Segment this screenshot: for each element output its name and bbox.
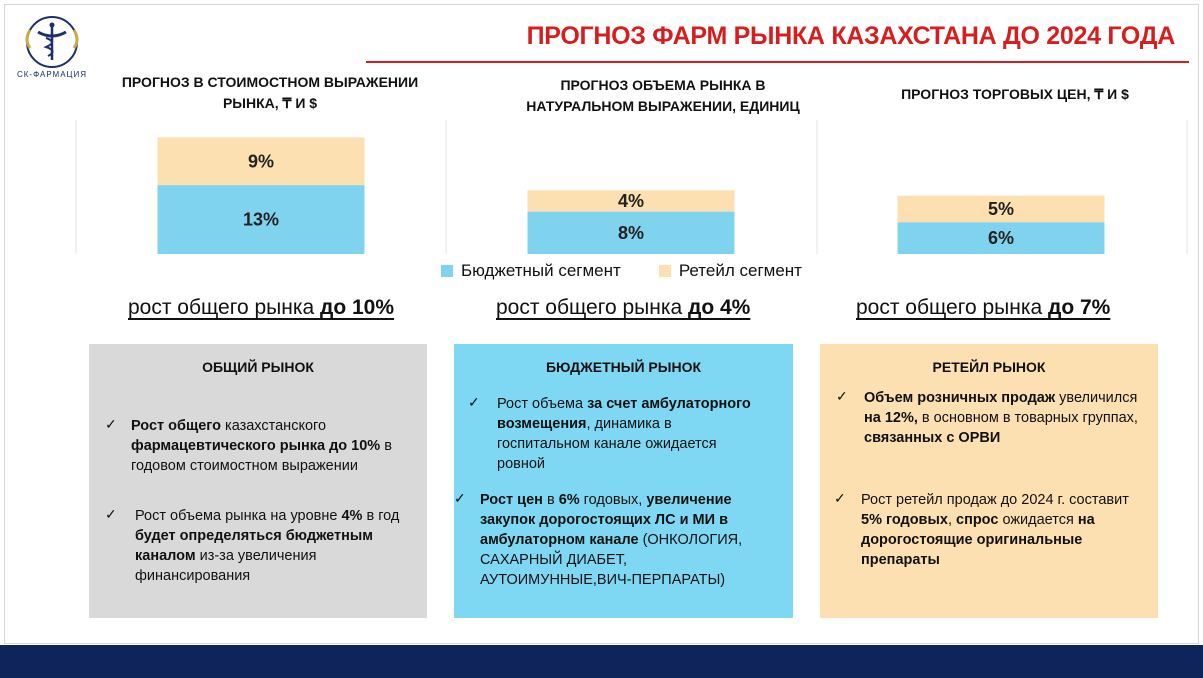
box-item: Рост ретейл продаж до 2024 г. составит 5… [861, 490, 1146, 570]
box-budget-market: БЮДЖЕТНЫЙ РЫНОК ✓ Рост объема за счет ам… [454, 344, 793, 618]
box-item: Рост объема за счет амбулаторного возмещ… [497, 394, 767, 474]
box-item: Рост цен в 6% годовых, увеличение закупо… [480, 490, 780, 590]
box-item: Рост общего казахстанского фармацевтичес… [131, 416, 416, 476]
slide-frame [4, 4, 1199, 644]
box-item-text: Рост ретейл продаж до 2024 г. составит [861, 492, 1129, 508]
box-item-text: спрос [956, 512, 999, 528]
box-item-text: Рост объема [497, 396, 588, 412]
box-retail-market: РЕТЕЙЛ РЫНОК ✓ Объем розничных продаж ув… [820, 344, 1158, 618]
box-title: РЕТЕЙЛ РЫНОК [932, 359, 1046, 375]
page-title: ПРОГНОЗ ФАРМ РЫНКА КАЗАХСТАНА ДО 2024 ГО… [526, 22, 1176, 50]
sk-pharmacy-logo [25, 16, 79, 68]
box-item-text: на 12%, [864, 410, 918, 426]
box-item: Рост объема рынка на уровне 4% в год буд… [135, 506, 410, 586]
checkmark-icon: ✓ [105, 416, 117, 432]
box-item-text: Объем розничных продаж [864, 390, 1056, 406]
column-title-volume: ПРОГНОЗ ОБЪЕМА РЫНКА В НАТУРАЛЬНОМ ВЫРАЖЕ… [526, 77, 800, 114]
logo-text: СК-ФАРМАЦИЯ [16, 70, 88, 79]
footer-bar [0, 645, 1203, 678]
growth-value: рост общего рынка до 10% [128, 296, 395, 319]
box-item-text: на дорогостоящие оригинальные препараты [861, 512, 1095, 568]
box-item-text: Рост объема рынка на уровне [135, 508, 342, 524]
chart-legend: Бюджетный сегмент Ретейл сегмент [441, 261, 802, 281]
box-item-text: в основном в товарных группах, [917, 410, 1138, 426]
box-item-text: казахстанского [221, 418, 327, 434]
legend-swatch-retail [658, 265, 671, 277]
box-item-text: , динамика в госпитальном канале ожидает… [497, 416, 717, 472]
column-title-value: ПРОГНОЗ В СТОИМОСТНОМ ВЫРАЖЕНИИ РЫНКА, ₸ … [121, 74, 419, 111]
legend-label-retail: Ретейл сегмент [678, 261, 802, 280]
box-item: Объем розничных продаж увеличился на 12%… [864, 388, 1144, 448]
legend-label-budget: Бюджетный сегмент [461, 261, 621, 280]
box-item-text: годовых, [579, 492, 647, 508]
checkmark-icon: ✓ [468, 394, 480, 410]
box-item-text: увеличился [1055, 390, 1138, 406]
growth-volume: рост общего рынка до 4% [496, 296, 751, 319]
box-title: БЮДЖЕТНЫЙ РЫНОК [545, 359, 702, 375]
checkmark-icon: ✓ [105, 506, 117, 522]
box-item-text: 6% [558, 492, 580, 508]
legend-swatch-budget [441, 265, 453, 277]
checkmark-icon: ✓ [834, 490, 846, 506]
box-item-text: 4% [341, 508, 363, 524]
box-item-text: 5% годовых [861, 512, 948, 528]
box-item-text: в [542, 492, 559, 508]
box-total-market: ОБЩИЙ РЫНОК ✓ Рост общего казахстанского… [89, 344, 427, 618]
box-item-text: увеличение закупок дорогостоящих ЛС и МИ… [480, 492, 732, 548]
growth-prices: рост общего рынка до 7% [856, 296, 1111, 319]
checkmark-icon: ✓ [454, 490, 466, 506]
box-title: ОБЩИЙ РЫНОК [202, 359, 314, 375]
box-item-text: будет определяться бюджетным каналом [135, 528, 374, 564]
box-item-text: в годовом стоимостном выражении [131, 438, 392, 474]
title-underline [366, 61, 1189, 63]
column-title-prices: ПРОГНОЗ ТОРГОВЫХ ЦЕН, ₸ И $ [901, 86, 1129, 102]
box-item-text: фармацевтического рынка до 10% [131, 438, 381, 454]
box-item-text: , [947, 512, 956, 528]
box-item-text: Рост общего [131, 418, 221, 434]
box-item-text: из-за увеличения финансирования [135, 548, 317, 584]
box-item-text: в год [362, 508, 400, 524]
box-item-text: за счет амбулаторного возмещения [497, 396, 751, 432]
box-item-text: ожидается [998, 512, 1078, 528]
checkmark-icon: ✓ [836, 388, 848, 404]
box-item-text: связанных с ОРВИ [864, 430, 1001, 446]
box-item-text: Рост цен [480, 492, 543, 508]
box-item-text: (ОНКОЛОГИЯ, САХАРНЫЙ ДИАБЕТ, АУТОИМУННЫЕ… [480, 532, 743, 588]
